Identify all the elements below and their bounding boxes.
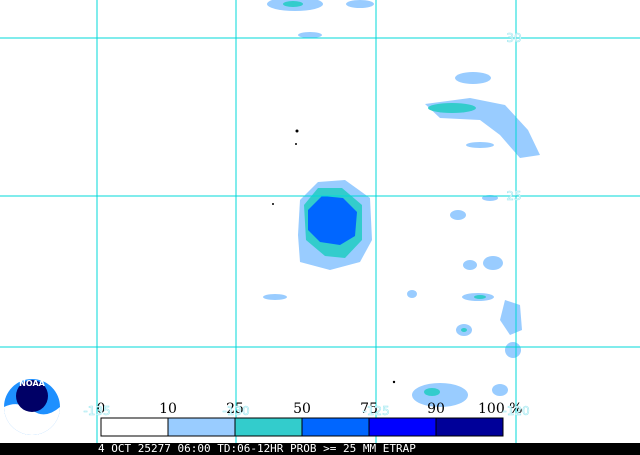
legend-label: 10 (159, 401, 177, 417)
lon-label: -120 (502, 404, 529, 418)
lon-label: -130 (222, 404, 249, 418)
legend-swatch (167, 417, 236, 437)
lat-label: 25 (506, 189, 521, 203)
grid (0, 0, 640, 443)
legend-label: 50 (293, 401, 311, 417)
legend-swatch (435, 417, 504, 437)
legend-swatch (234, 417, 303, 437)
lat-label: 30 (506, 31, 521, 45)
legend-label: 75 (360, 401, 378, 417)
lon-label: -135 (83, 404, 110, 418)
legend: 0 10 25 50 75 90 100 % (97, 401, 522, 437)
legend-label: 100 % (478, 401, 522, 417)
legend-swatch (368, 417, 437, 437)
lon-label: -125 (362, 404, 389, 418)
legend-swatch (100, 417, 169, 437)
footer-bar (0, 443, 640, 455)
noaa-logo: NOAA (4, 379, 60, 435)
legend-label: 25 (226, 401, 244, 417)
logo-text: NOAA (19, 379, 45, 388)
footer-text: 4 OCT 25277 06:00 TD:06-12HR PROB >= 25 … (98, 442, 416, 455)
legend-swatch (301, 417, 370, 437)
legend-label: 0 (97, 401, 106, 417)
legend-label: 90 (427, 401, 445, 417)
